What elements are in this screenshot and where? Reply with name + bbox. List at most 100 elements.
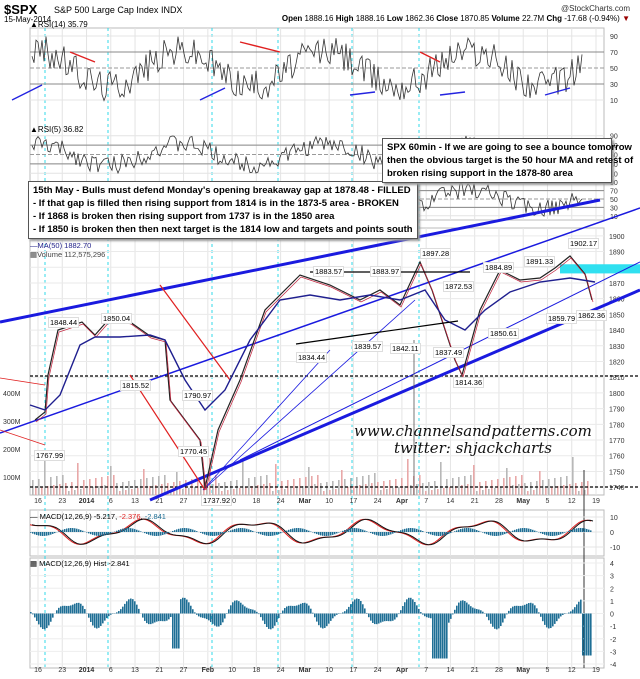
- svg-text:17: 17: [349, 667, 357, 674]
- macd-label-text: MACD(12,26,9): [39, 512, 92, 521]
- svg-text:50: 50: [610, 197, 618, 204]
- svg-text:30: 30: [610, 162, 618, 169]
- note-left-line: 15th May - Bulls must defend Monday's op…: [33, 185, 411, 196]
- svg-text:Mar: Mar: [299, 667, 312, 674]
- price-point-label: 1815.52: [120, 380, 152, 391]
- exchange: INDX: [160, 5, 183, 15]
- svg-text:10: 10: [610, 98, 618, 105]
- quote-bar: Open 1888.16 High 1888.16 Low 1862.36 Cl…: [282, 14, 630, 23]
- macd-value: -5.217: [93, 512, 116, 521]
- svg-text:400M: 400M: [3, 391, 21, 398]
- close-label: Close: [436, 14, 459, 23]
- note-right-line: SPX 60min - If we are going to see a bou…: [387, 142, 632, 153]
- svg-text:21: 21: [471, 498, 479, 505]
- svg-text:1800: 1800: [609, 391, 625, 398]
- svg-text:21: 21: [155, 667, 163, 674]
- svg-text:1810: 1810: [609, 375, 625, 382]
- svg-text:May: May: [516, 667, 530, 674]
- price-point-label: 1884.89: [483, 262, 515, 273]
- svg-text:90: 90: [610, 134, 618, 141]
- low-label: Low: [386, 14, 403, 23]
- svg-text:24: 24: [277, 498, 285, 505]
- svg-text:-1: -1: [610, 624, 616, 631]
- price-point-label: 1842.11: [390, 343, 421, 354]
- svg-text:-10: -10: [610, 545, 620, 552]
- svg-text:14: 14: [447, 498, 455, 505]
- svg-text:21: 21: [471, 667, 479, 674]
- macd-hist-value: -2.841: [144, 512, 166, 521]
- note-right-line: then the obvious target is the 50 hour M…: [387, 155, 634, 166]
- svg-text:19: 19: [592, 498, 600, 505]
- price-point-label: 1848.44: [48, 317, 80, 328]
- svg-text:6: 6: [109, 498, 113, 505]
- svg-text:1820: 1820: [609, 360, 625, 367]
- svg-text:Mar: Mar: [299, 498, 312, 505]
- svg-text:Apr: Apr: [396, 498, 408, 505]
- svg-text:10: 10: [228, 667, 236, 674]
- symbol-name: S&P 500 Large Cap Index INDX: [54, 5, 182, 15]
- svg-text:16: 16: [34, 498, 42, 505]
- price-point-label: 1814.36: [453, 377, 485, 388]
- watermark-twitter: twitter: shjackcharts: [394, 439, 552, 457]
- macd-label: — MACD(12,26,9) -5.217, -2.376, -2.841: [30, 512, 166, 521]
- svg-text:3: 3: [610, 574, 614, 581]
- svg-text:2014: 2014: [79, 667, 95, 674]
- svg-text:2014: 2014: [79, 498, 95, 505]
- price-point-label: 1872.53: [443, 281, 475, 292]
- svg-text:1790: 1790: [609, 407, 625, 414]
- svg-text:0: 0: [610, 530, 614, 537]
- svg-text:30: 30: [610, 205, 618, 212]
- svg-text:May: May: [516, 498, 530, 505]
- svg-text:14: 14: [447, 667, 455, 674]
- svg-text:28: 28: [495, 667, 503, 674]
- svg-text:-3: -3: [610, 649, 616, 656]
- svg-text:13: 13: [131, 667, 139, 674]
- symbol: $SPX: [4, 2, 38, 17]
- price-point-label: 1897.28: [420, 248, 452, 259]
- svg-text:0: 0: [610, 612, 614, 619]
- svg-text:7: 7: [424, 498, 428, 505]
- svg-text:1: 1: [610, 599, 614, 606]
- svg-text:200M: 200M: [3, 447, 21, 454]
- svg-text:10: 10: [610, 171, 618, 178]
- hist-label-text: MACD(12,26,9) Hist -2.841: [39, 559, 130, 568]
- svg-text:18: 18: [252, 667, 260, 674]
- close-value: 1870.85: [460, 14, 490, 23]
- index-name: S&P 500 Large Cap Index: [54, 5, 159, 15]
- rsi5-label-text: RSI(5) 36.82: [37, 125, 84, 134]
- down-arrow-icon: ▼: [622, 14, 630, 23]
- hist-label: ▦ MACD(12,26,9) Hist -2.841: [30, 559, 130, 568]
- open-label: Open: [281, 14, 303, 23]
- svg-text:1750: 1750: [609, 469, 625, 476]
- svg-text:10: 10: [325, 498, 333, 505]
- price-point-label: 1770.45: [178, 446, 210, 457]
- svg-text:24: 24: [374, 498, 382, 505]
- chart-date: 15-May-2014: [4, 15, 52, 24]
- svg-text:1740: 1740: [609, 485, 625, 492]
- svg-text:-2: -2: [610, 637, 616, 644]
- svg-text:1830: 1830: [609, 344, 625, 351]
- volume-value: 22.7M: [521, 14, 545, 23]
- svg-text:1770: 1770: [609, 438, 625, 445]
- price-point-label: 1850.61: [488, 328, 520, 339]
- price-point-label: 1883.57: [313, 266, 345, 277]
- svg-text:23: 23: [58, 667, 66, 674]
- svg-text:90: 90: [610, 180, 618, 187]
- price-point-label: 1837.49: [433, 347, 465, 358]
- svg-text:70: 70: [610, 143, 618, 150]
- svg-text:50: 50: [610, 153, 618, 160]
- svg-text:24: 24: [374, 667, 382, 674]
- note-left-line: - If 1868 is broken then rising support …: [33, 211, 335, 222]
- open-value: 1888.16: [304, 14, 334, 23]
- chg-value: -17.68 (-0.94%): [564, 14, 620, 23]
- svg-text:1900: 1900: [609, 234, 625, 241]
- note-left-line: - If 1850 is broken then then next targe…: [33, 224, 413, 235]
- svg-text:13: 13: [131, 498, 139, 505]
- svg-text:70: 70: [610, 189, 618, 196]
- svg-text:21: 21: [155, 498, 163, 505]
- ma-label-text: MA(50) 1882.70: [37, 241, 92, 250]
- svg-text:70: 70: [610, 50, 618, 57]
- ma-label: —MA(50) 1882.70: [30, 241, 92, 250]
- svg-text:12: 12: [568, 498, 576, 505]
